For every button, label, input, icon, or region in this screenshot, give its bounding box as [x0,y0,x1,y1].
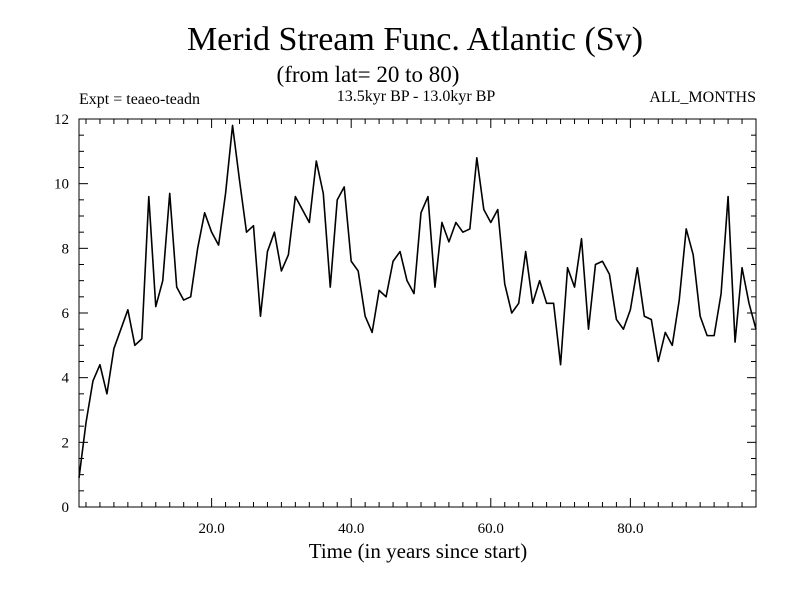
y-axis: 0 2 4 6 8 10 12 [54,112,756,516]
y-tick-label: 4 [62,371,70,387]
y-tick-label: 0 [62,500,70,516]
x-tick-label: 40.0 [338,521,364,537]
plot-frame [78,118,757,508]
x-tick-label: 60.0 [478,521,504,537]
y-tick-label: 12 [54,112,69,128]
series-line [78,124,757,479]
chart-subtitle: (from lat= 20 to 80) [277,62,460,87]
y-tick-label: 2 [62,435,70,451]
months-label: ALL_MONTHS [649,89,756,106]
x-axis: 20.0 40.0 60.0 80.0 [85,119,757,537]
y-tick-label: 8 [62,241,70,257]
x-axis-label: Time (in years since start) [309,539,528,563]
y-tick-label: 6 [62,306,70,322]
period-label: 13.5kyr BP - 13.0kyr BP [337,88,496,105]
x-tick-label: 80.0 [617,521,643,537]
x-tick-label: 20.0 [198,521,224,537]
y-tick-label: 10 [54,177,69,193]
chart-title: Merid Stream Func. Atlantic (Sv) [187,21,643,58]
experiment-label: Expt = teaeo-teadn [79,91,200,108]
